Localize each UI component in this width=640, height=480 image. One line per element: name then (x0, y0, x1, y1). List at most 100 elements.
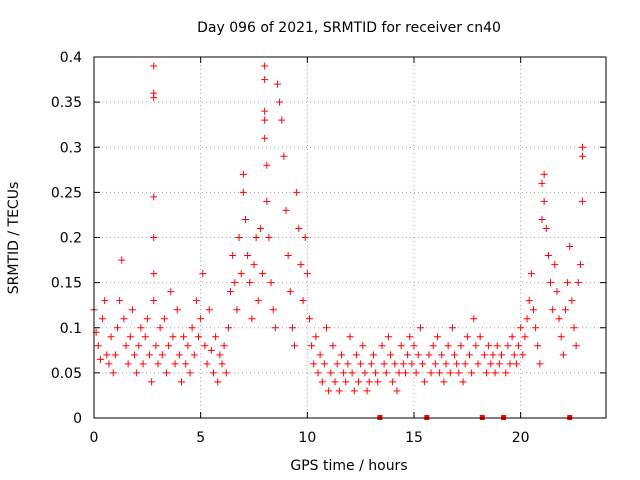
data-point (414, 351, 422, 359)
data-point (425, 351, 433, 359)
data-point (133, 369, 141, 377)
data-point (256, 224, 264, 232)
x-tick-label: 5 (196, 430, 205, 446)
data-point (572, 342, 580, 350)
data-point (177, 378, 185, 386)
data-point (412, 369, 420, 377)
data-point (259, 270, 267, 278)
data-point (273, 80, 281, 88)
data-point (559, 351, 567, 359)
data-point (314, 369, 322, 377)
data-point (325, 387, 333, 395)
data-point (404, 351, 412, 359)
data-point (152, 342, 160, 350)
y-tick-label: 0.4 (60, 50, 82, 66)
data-point (195, 333, 203, 341)
data-point (143, 315, 151, 323)
data-point (506, 360, 514, 368)
data-point (263, 161, 271, 169)
data-point (472, 342, 480, 350)
data-point (99, 315, 107, 323)
data-point (169, 333, 177, 341)
data-point (401, 369, 409, 377)
data-point (214, 378, 222, 386)
data-point (173, 306, 181, 314)
data-point (344, 360, 352, 368)
data-point (476, 333, 484, 341)
data-point (451, 351, 459, 359)
data-point (536, 360, 544, 368)
data-point (470, 315, 478, 323)
data-point (212, 333, 220, 341)
data-point (141, 333, 149, 341)
data-point (378, 342, 386, 350)
data-point (438, 351, 446, 359)
data-point (395, 369, 403, 377)
data-point (493, 342, 501, 350)
data-point (184, 342, 192, 350)
data-point (442, 360, 450, 368)
data-point (150, 297, 158, 305)
data-point (269, 306, 277, 314)
data-point (540, 170, 548, 178)
data-point (389, 378, 397, 386)
data-point (547, 279, 555, 287)
data-point (312, 333, 320, 341)
data-point (327, 369, 335, 377)
data-point (201, 342, 209, 350)
data-point (188, 324, 196, 332)
data-point (222, 369, 230, 377)
data-point (248, 315, 256, 323)
data-point (489, 351, 497, 359)
data-point (455, 369, 463, 377)
data-point (209, 369, 217, 377)
data-point (542, 224, 550, 232)
data-point (564, 279, 572, 287)
data-point (111, 351, 119, 359)
data-point (318, 378, 326, 386)
data-point (118, 256, 126, 264)
data-point (180, 333, 188, 341)
data-point (538, 215, 546, 223)
y-axis-label: SRMTID / TECUs (6, 182, 22, 295)
data-point (124, 360, 132, 368)
data-point (551, 261, 559, 269)
data-point (346, 333, 354, 341)
data-point (280, 152, 288, 160)
y-tick-label: 0.15 (51, 276, 82, 292)
data-point (523, 315, 531, 323)
data-point (335, 387, 343, 395)
data-point (510, 351, 518, 359)
data-point (333, 360, 341, 368)
x-tick-label: 10 (298, 430, 316, 446)
data-point (94, 342, 102, 350)
data-point (190, 351, 198, 359)
data-point (380, 360, 388, 368)
data-point (483, 369, 491, 377)
data-point (532, 324, 540, 332)
data-point (293, 188, 301, 196)
data-point (391, 360, 399, 368)
data-point (433, 333, 441, 341)
data-point (357, 360, 365, 368)
data-point (154, 360, 162, 368)
data-point (374, 378, 382, 386)
data-point (207, 346, 215, 354)
data-point (265, 234, 273, 241)
data-point (355, 378, 363, 386)
data-point (116, 297, 124, 305)
data-point (421, 378, 429, 386)
data-point (122, 342, 130, 350)
data-point (235, 234, 243, 241)
data-point (205, 306, 213, 314)
data-point (261, 76, 269, 84)
data-point (463, 333, 471, 341)
data-point (291, 342, 299, 350)
data-point (150, 234, 158, 241)
data-point (436, 369, 444, 377)
data-point (323, 324, 331, 332)
data-point (446, 369, 454, 377)
data-point (579, 197, 587, 205)
data-point (261, 134, 269, 142)
